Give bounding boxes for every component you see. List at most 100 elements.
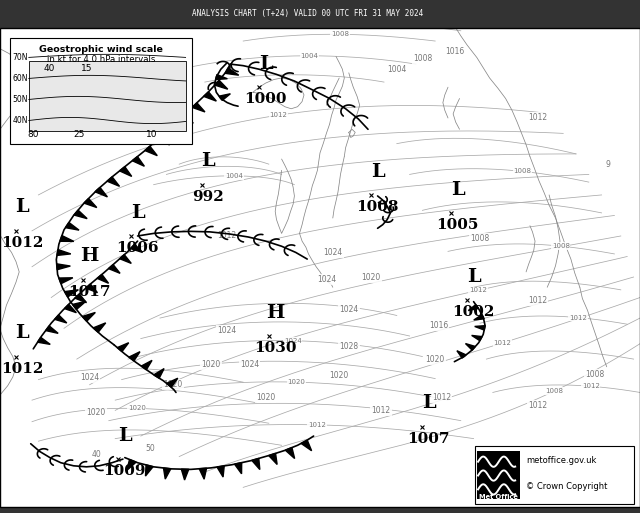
Polygon shape bbox=[301, 440, 312, 451]
Text: 25: 25 bbox=[73, 129, 84, 139]
Text: 1012: 1012 bbox=[371, 406, 390, 415]
Text: 1024: 1024 bbox=[218, 326, 237, 336]
Text: L: L bbox=[201, 152, 215, 170]
Text: 1008: 1008 bbox=[331, 31, 349, 37]
Text: 1000: 1000 bbox=[244, 92, 287, 106]
Text: L: L bbox=[371, 163, 385, 181]
Text: 1006: 1006 bbox=[116, 241, 159, 255]
Polygon shape bbox=[234, 463, 242, 474]
Text: 10: 10 bbox=[146, 129, 157, 139]
Text: 992: 992 bbox=[192, 190, 224, 204]
Polygon shape bbox=[83, 312, 95, 321]
Polygon shape bbox=[217, 466, 224, 477]
Text: 1024: 1024 bbox=[339, 305, 358, 314]
Text: 1009: 1009 bbox=[104, 464, 146, 478]
Polygon shape bbox=[127, 460, 136, 470]
Text: 1020: 1020 bbox=[287, 379, 305, 385]
Text: 1016: 1016 bbox=[429, 321, 448, 330]
Polygon shape bbox=[457, 351, 466, 358]
Polygon shape bbox=[129, 352, 140, 361]
Polygon shape bbox=[131, 244, 143, 252]
Polygon shape bbox=[57, 264, 70, 270]
Text: 1012: 1012 bbox=[432, 393, 451, 402]
Polygon shape bbox=[74, 210, 87, 219]
Text: 1008: 1008 bbox=[413, 54, 432, 64]
Text: 70N: 70N bbox=[13, 53, 28, 62]
Text: 1024: 1024 bbox=[323, 248, 342, 257]
Text: 50N: 50N bbox=[13, 95, 28, 104]
Text: L: L bbox=[259, 55, 273, 73]
Text: 80: 80 bbox=[28, 129, 39, 139]
Text: 1012: 1012 bbox=[528, 295, 547, 305]
Text: 1004: 1004 bbox=[387, 65, 406, 74]
Polygon shape bbox=[38, 338, 50, 344]
Polygon shape bbox=[54, 315, 67, 323]
Polygon shape bbox=[219, 94, 230, 101]
Polygon shape bbox=[204, 92, 216, 101]
Polygon shape bbox=[84, 199, 97, 208]
Text: 60N: 60N bbox=[13, 74, 28, 83]
Bar bbox=[477, 451, 520, 499]
Bar bbox=[0, 0, 640, 28]
Polygon shape bbox=[75, 294, 86, 303]
Text: 1008: 1008 bbox=[552, 243, 570, 249]
Polygon shape bbox=[141, 360, 152, 370]
Polygon shape bbox=[465, 344, 476, 350]
Text: 1020: 1020 bbox=[362, 272, 381, 282]
Text: 1016: 1016 bbox=[337, 17, 355, 24]
Text: 1008: 1008 bbox=[513, 168, 531, 174]
Text: 1005: 1005 bbox=[436, 218, 479, 232]
Text: 1012: 1012 bbox=[1, 362, 44, 376]
Text: metoffice.gov.uk: metoffice.gov.uk bbox=[526, 456, 596, 465]
Text: 1017: 1017 bbox=[68, 285, 111, 299]
Bar bbox=[10, 38, 192, 144]
Text: 1004: 1004 bbox=[225, 173, 243, 179]
Polygon shape bbox=[269, 453, 277, 464]
Text: 1020: 1020 bbox=[86, 408, 106, 418]
Text: H: H bbox=[81, 247, 99, 265]
Text: 1020: 1020 bbox=[256, 393, 275, 402]
Text: 1008: 1008 bbox=[356, 200, 399, 214]
Text: 1008: 1008 bbox=[470, 234, 490, 243]
Text: 1012: 1012 bbox=[1, 236, 44, 250]
Polygon shape bbox=[154, 368, 164, 378]
Bar bbox=[29, 61, 186, 131]
Text: 1004: 1004 bbox=[301, 53, 319, 59]
Polygon shape bbox=[93, 323, 106, 332]
Polygon shape bbox=[475, 326, 485, 330]
Text: 1012: 1012 bbox=[269, 112, 287, 118]
Polygon shape bbox=[163, 468, 171, 479]
Text: L: L bbox=[15, 199, 29, 216]
Polygon shape bbox=[474, 314, 484, 320]
Text: 15: 15 bbox=[81, 64, 92, 73]
Polygon shape bbox=[65, 290, 78, 297]
Polygon shape bbox=[86, 284, 97, 293]
Text: 1012: 1012 bbox=[493, 340, 511, 346]
Text: 1012: 1012 bbox=[569, 314, 587, 321]
Text: 1007: 1007 bbox=[408, 432, 450, 446]
Polygon shape bbox=[120, 254, 131, 263]
Text: 1012: 1012 bbox=[308, 422, 326, 428]
Text: 1030: 1030 bbox=[254, 341, 296, 355]
Text: 9: 9 bbox=[605, 160, 611, 169]
Text: Met Office: Met Office bbox=[479, 494, 518, 500]
Text: 1012: 1012 bbox=[528, 113, 547, 123]
Polygon shape bbox=[65, 304, 76, 313]
Text: L: L bbox=[422, 394, 436, 412]
Text: L: L bbox=[118, 427, 132, 445]
Polygon shape bbox=[157, 135, 170, 145]
Text: in kt for 4.0 hPa intervals: in kt for 4.0 hPa intervals bbox=[47, 55, 155, 64]
Polygon shape bbox=[180, 114, 193, 123]
Polygon shape bbox=[472, 336, 482, 341]
Polygon shape bbox=[95, 187, 108, 197]
Polygon shape bbox=[107, 177, 120, 186]
Polygon shape bbox=[252, 459, 260, 469]
Polygon shape bbox=[45, 326, 58, 333]
Text: 1016: 1016 bbox=[445, 47, 464, 56]
Polygon shape bbox=[145, 146, 157, 155]
Text: 1002: 1002 bbox=[452, 305, 495, 319]
Text: L: L bbox=[15, 324, 29, 342]
Text: 1028: 1028 bbox=[339, 342, 358, 351]
Text: L: L bbox=[131, 204, 145, 222]
Polygon shape bbox=[169, 125, 182, 134]
